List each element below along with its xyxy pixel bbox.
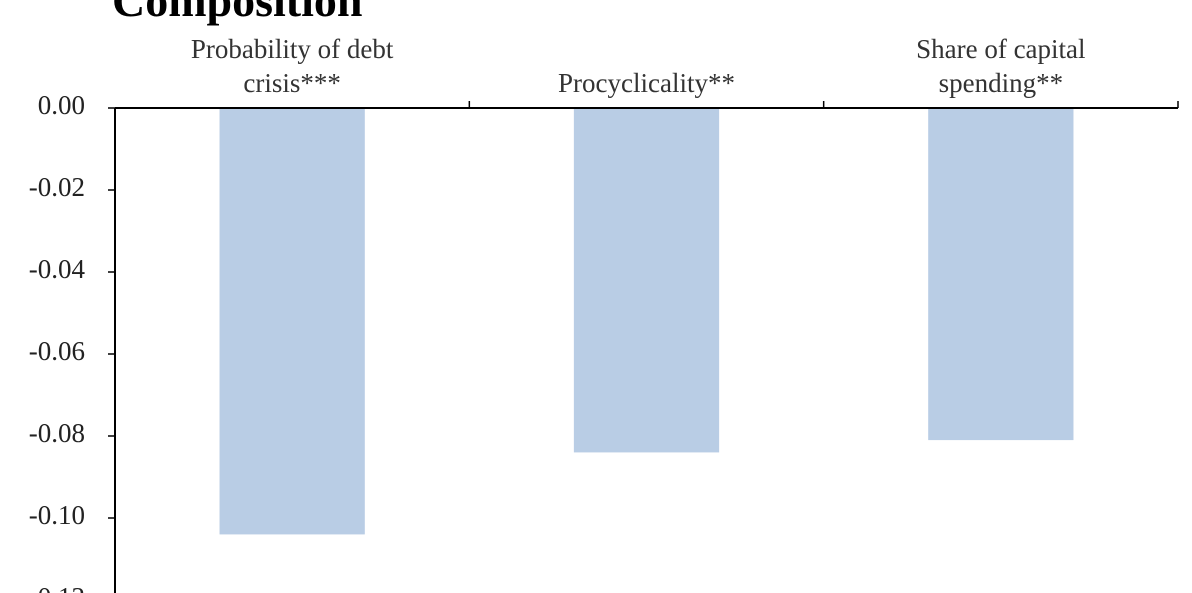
chart-title: Composition xyxy=(112,0,363,26)
x-tick-label: Procyclicality** xyxy=(558,68,735,98)
y-tick-label: -0.12 xyxy=(29,582,85,593)
x-tick-label: Probability of debt crisis*** xyxy=(190,34,394,98)
y-tick-label: -0.06 xyxy=(29,336,85,366)
bar xyxy=(928,108,1074,441)
bar xyxy=(219,108,365,535)
y-tick-label: -0.10 xyxy=(29,500,85,530)
y-tick-label: -0.08 xyxy=(29,418,85,448)
y-tick-label: -0.02 xyxy=(29,172,85,202)
bar xyxy=(573,108,720,453)
y-tick-label: 0.00 xyxy=(38,90,85,120)
y-tick-label: -0.04 xyxy=(29,254,86,284)
x-tick-label: Share of capital spending** xyxy=(916,34,1086,98)
